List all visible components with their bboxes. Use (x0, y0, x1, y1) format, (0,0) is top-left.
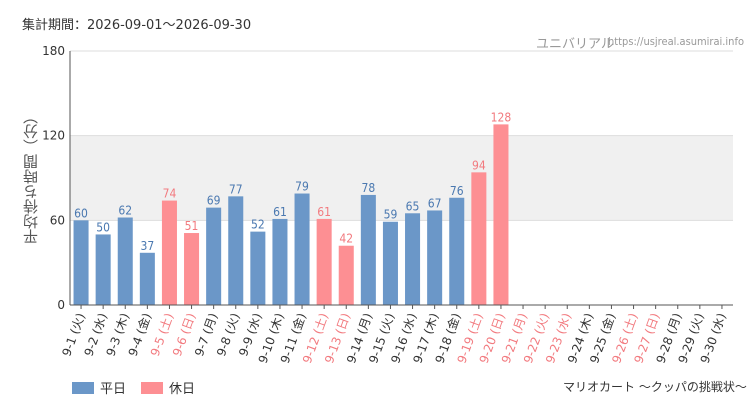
axis-layer: 0 60 120 180 (42, 44, 733, 312)
bar-19 (471, 172, 487, 305)
legend-weekday: 平日 (72, 378, 126, 397)
data-label-12: 61 (317, 205, 331, 219)
bar-15 (382, 221, 398, 305)
data-label-10: 61 (273, 205, 287, 219)
data-label-15: 59 (384, 208, 398, 222)
legend-holiday-label: 休日 (169, 382, 196, 397)
bar-11 (294, 193, 310, 305)
aggregation-period: 集計期間：2026-09-01～2026-09-30 (22, 18, 252, 33)
data-label-4: 37 (140, 239, 154, 253)
data-label-7: 69 (207, 194, 221, 208)
shaded-band (70, 135, 733, 221)
data-label-18: 76 (450, 184, 464, 198)
bar-13 (338, 245, 354, 305)
legend-weekday-swatch (72, 381, 94, 394)
bar-1 (73, 220, 89, 305)
legend-holiday: 休日 (141, 378, 195, 397)
data-label-8: 77 (229, 182, 243, 196)
data-label-3: 62 (118, 204, 132, 218)
data-label-9: 52 (251, 218, 265, 232)
bar-10 (272, 218, 288, 305)
data-label-20: 128 (491, 110, 512, 124)
bar-12 (316, 218, 332, 305)
bar-6 (184, 233, 200, 305)
data-label-14: 78 (361, 181, 375, 195)
data-label-17: 67 (428, 196, 442, 210)
y-tick-label-180: 180 (42, 44, 65, 58)
legend-weekday-label: 平日 (100, 382, 127, 397)
data-label-16: 65 (406, 199, 420, 213)
site-name: ユニバリアル (536, 37, 614, 52)
bar-7 (206, 207, 222, 305)
bar-14 (360, 194, 376, 305)
data-label-5: 74 (163, 187, 177, 201)
bar-5 (161, 200, 177, 305)
bar-17 (427, 210, 443, 305)
data-label-13: 42 (339, 232, 353, 246)
bar-3 (117, 217, 133, 305)
y-tick-label-120: 120 (42, 129, 65, 143)
data-label-6: 51 (185, 219, 199, 233)
data-label-19: 94 (472, 158, 486, 172)
bar-18 (449, 197, 465, 305)
bar-layer (73, 124, 509, 305)
bar-20 (493, 124, 509, 305)
y-tick-label-60: 60 (50, 213, 65, 227)
data-label-11: 79 (295, 180, 309, 194)
bar-4 (139, 252, 155, 305)
legend-holiday-swatch (141, 381, 163, 394)
attraction-name: マリオカート ～クッパの挑戦状～ (563, 380, 747, 394)
band-layer (70, 135, 733, 221)
bar-16 (405, 213, 421, 305)
bar-2 (95, 234, 111, 305)
data-label-1: 60 (74, 206, 88, 220)
bar-9 (250, 231, 266, 305)
grid-layer (70, 50, 733, 221)
bar-8 (228, 196, 244, 305)
site-url: https://usjreal.asumirai.info (608, 35, 744, 48)
data-label-2: 50 (96, 220, 110, 234)
y-tick-label-0: 0 (57, 298, 65, 312)
